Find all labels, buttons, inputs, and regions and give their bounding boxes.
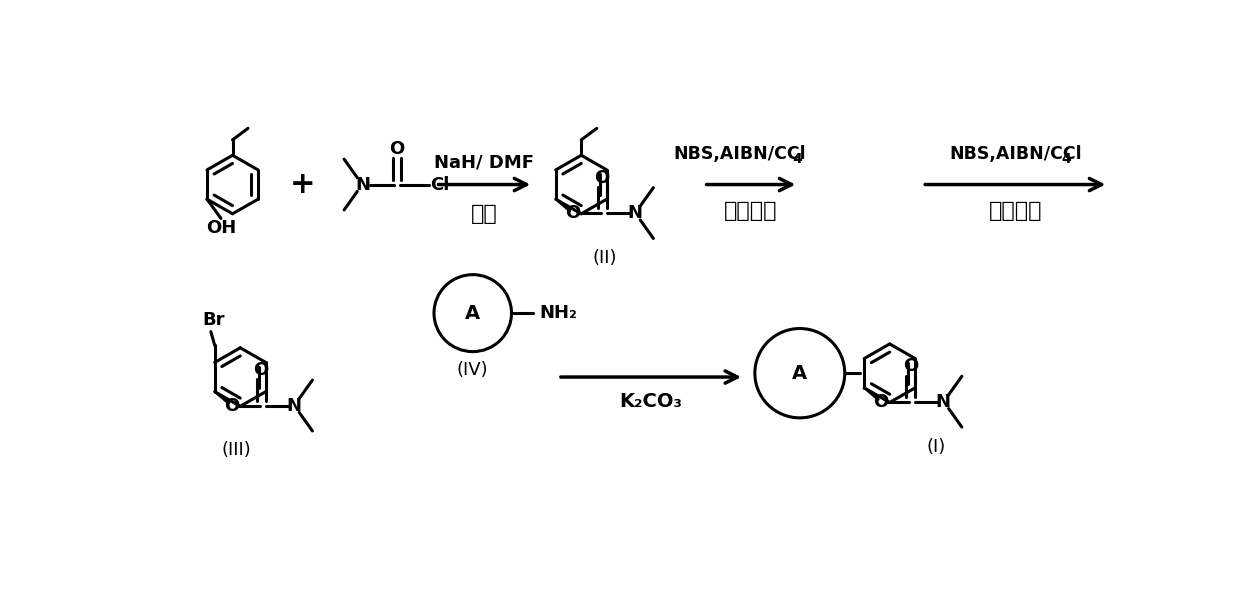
Text: (I): (I) — [926, 438, 946, 456]
Text: O: O — [903, 357, 919, 375]
Text: NH₂: NH₂ — [539, 304, 577, 322]
Text: O: O — [874, 392, 889, 410]
Text: N: N — [936, 392, 951, 410]
Text: Br: Br — [202, 311, 224, 329]
Text: K₂CO₃: K₂CO₃ — [620, 392, 682, 412]
Text: +: + — [289, 170, 315, 199]
Text: (IV): (IV) — [456, 361, 489, 379]
Text: O: O — [565, 204, 580, 222]
Text: NaH/ DMF: NaH/ DMF — [434, 154, 534, 172]
Text: O: O — [254, 361, 269, 379]
Text: (II): (II) — [593, 249, 616, 267]
Text: NBS,AIBN/CCl: NBS,AIBN/CCl — [949, 145, 1081, 163]
Text: N: N — [627, 204, 642, 222]
Text: O: O — [595, 169, 610, 186]
Text: O: O — [389, 140, 404, 158]
Text: A: A — [792, 364, 807, 383]
Text: N: N — [286, 397, 301, 415]
Text: 回流反应: 回流反应 — [988, 201, 1042, 222]
Text: Cl: Cl — [430, 175, 449, 194]
Text: N: N — [355, 175, 371, 194]
Text: 4: 4 — [792, 152, 802, 166]
Text: 回流反应: 回流反应 — [724, 201, 777, 222]
Text: 室温: 室温 — [471, 204, 497, 224]
Text: OH: OH — [206, 219, 236, 237]
Text: 4: 4 — [1061, 152, 1071, 166]
Text: (III): (III) — [222, 441, 252, 459]
Text: A: A — [465, 304, 480, 323]
Text: NBS,AIBN/CCl: NBS,AIBN/CCl — [673, 145, 806, 163]
Text: O: O — [224, 397, 239, 415]
